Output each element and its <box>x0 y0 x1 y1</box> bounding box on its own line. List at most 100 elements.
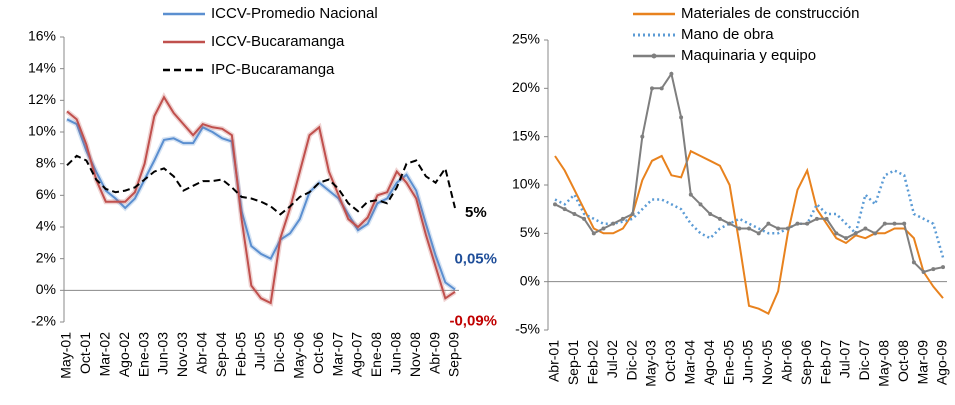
annotation: -0,09% <box>449 313 497 330</box>
y-tick-label: -2% <box>31 313 56 329</box>
point <box>795 221 800 226</box>
x-tick-label: Jun-08 <box>388 332 404 375</box>
point <box>611 221 616 226</box>
point <box>650 86 654 91</box>
legend-label: Materiales de construcción <box>681 5 859 22</box>
point <box>873 231 878 236</box>
point <box>727 221 732 226</box>
legend-label: IPC-Bucaramanga <box>211 61 335 78</box>
y-tick-label: 4% <box>36 218 56 234</box>
point <box>640 134 645 139</box>
point <box>756 231 761 236</box>
point <box>747 226 751 231</box>
line-shadow <box>65 92 457 307</box>
point <box>553 202 557 207</box>
x-tick-label: Abr-06 <box>779 340 795 382</box>
x-tick-label: Jul-05 <box>252 332 268 370</box>
point <box>582 216 587 221</box>
y-tick-label: -5% <box>515 321 540 337</box>
x-tick-label: Oct-03 <box>662 340 678 382</box>
legend-label: ICCV-Promedio Nacional <box>211 5 378 22</box>
point <box>776 226 781 231</box>
x-tick-label: Nov-08 <box>407 332 423 377</box>
y-tick-label: 10% <box>512 176 540 192</box>
series-line <box>554 169 945 258</box>
point <box>824 216 829 221</box>
x-tick-label: Sep-06 <box>798 340 814 385</box>
point <box>698 202 703 207</box>
point <box>659 86 664 91</box>
series-line <box>554 71 944 274</box>
line-shadow <box>65 117 457 292</box>
x-tick-label: May-06 <box>291 332 307 379</box>
y-tick-label: 20% <box>512 79 540 95</box>
x-tick-label: Ago-02 <box>116 332 132 377</box>
point <box>921 270 926 274</box>
point <box>669 71 674 76</box>
x-tick-label: Jul-07 <box>837 340 853 378</box>
point <box>679 115 684 120</box>
point <box>708 212 713 216</box>
point <box>688 192 693 197</box>
point <box>620 216 625 221</box>
x-tick-label: Jun-03 <box>155 332 171 375</box>
point <box>941 265 945 270</box>
point <box>931 267 936 272</box>
series-line <box>554 149 944 315</box>
series-line <box>66 154 456 216</box>
y-tick-label: 14% <box>28 59 56 75</box>
x-tick-label: Sep-04 <box>213 332 229 377</box>
x-tick-label: Oct-01 <box>77 332 93 374</box>
x-tick-label: Mar-02 <box>97 332 113 377</box>
x-tick-label: Nov-03 <box>174 332 190 377</box>
point <box>844 236 848 241</box>
x-tick-label: Ene-08 <box>368 332 384 377</box>
x-tick-label: Ago-04 <box>701 340 717 385</box>
y-tick-label: 12% <box>28 91 56 107</box>
x-tick-label: Feb-02 <box>585 340 601 385</box>
point <box>766 221 771 226</box>
y-tick-label: 25% <box>512 31 540 47</box>
x-tick-label: Sep-01 <box>565 340 581 385</box>
x-tick-label: Dic-02 <box>623 340 639 381</box>
x-tick-label: Jun-05 <box>740 340 756 383</box>
y-tick-label: 0% <box>36 281 56 297</box>
legend-label: Maquinaria y equipo <box>681 47 816 64</box>
point <box>892 221 897 226</box>
y-tick-label: 15% <box>512 127 540 143</box>
y-tick-label: 2% <box>36 249 56 265</box>
series-line <box>66 118 456 291</box>
x-tick-label: Ene-05 <box>720 340 736 385</box>
point <box>882 221 887 226</box>
point <box>572 212 577 216</box>
legend-marker <box>651 53 657 59</box>
legend-label: Mano de obra <box>681 26 774 43</box>
point <box>630 212 635 216</box>
point <box>863 226 868 231</box>
point <box>853 231 858 236</box>
point <box>805 221 810 226</box>
x-tick-label: Mar-09 <box>914 340 930 385</box>
y-tick-label: 6% <box>36 186 56 202</box>
legend-label: ICCV-Bucaramanga <box>211 33 345 50</box>
x-tick-label: Abr-04 <box>194 332 210 374</box>
x-tick-label: Abr-01 <box>546 340 562 382</box>
point <box>562 207 567 212</box>
x-tick-label: Oct-06 <box>310 332 326 374</box>
point <box>834 231 839 236</box>
x-tick-label: Jul-02 <box>604 340 620 378</box>
point <box>911 260 916 265</box>
y-tick-label: 16% <box>28 28 56 44</box>
point <box>591 231 596 236</box>
x-tick-label: Feb-05 <box>232 332 248 377</box>
point <box>902 221 907 226</box>
series-line <box>66 95 456 305</box>
x-tick-label: May-03 <box>643 340 659 387</box>
x-tick-label: Mar-07 <box>329 332 345 377</box>
point <box>785 226 790 231</box>
point <box>814 216 819 221</box>
x-tick-label: Oct-08 <box>895 340 911 382</box>
x-tick-label: Ago-07 <box>349 332 365 377</box>
x-tick-label: Mar-04 <box>682 340 698 385</box>
